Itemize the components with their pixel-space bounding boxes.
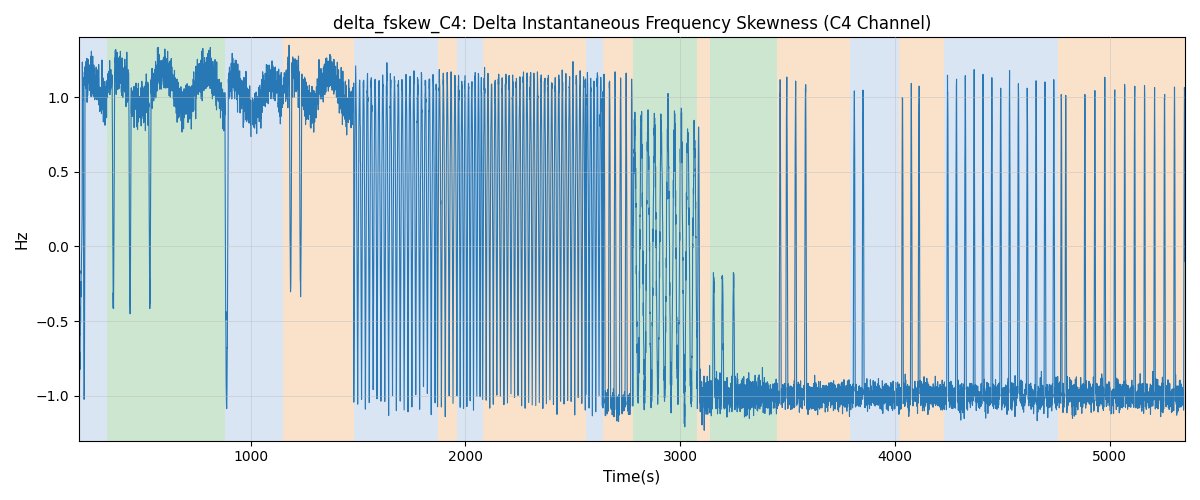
Bar	[697, 38, 710, 440]
Bar	[710, 38, 776, 440]
Bar	[482, 38, 586, 440]
Title: delta_fskew_C4: Delta Instantaneous Frequency Skewness (C4 Channel): delta_fskew_C4: Delta Instantaneous Freq…	[332, 15, 931, 34]
Bar	[899, 38, 944, 440]
Bar	[107, 38, 224, 440]
Bar	[850, 38, 899, 440]
Bar	[224, 38, 283, 440]
Bar	[1082, 38, 1186, 440]
Bar	[776, 38, 850, 440]
Bar	[944, 38, 1058, 440]
Bar	[586, 38, 602, 440]
Bar	[354, 38, 438, 440]
Bar	[283, 38, 354, 440]
Bar	[634, 38, 697, 440]
Bar	[457, 38, 482, 440]
Bar	[1058, 38, 1082, 440]
X-axis label: Time(s): Time(s)	[604, 470, 660, 485]
Bar	[602, 38, 634, 440]
Bar	[438, 38, 457, 440]
Bar	[79, 38, 107, 440]
Y-axis label: Hz: Hz	[14, 230, 30, 249]
